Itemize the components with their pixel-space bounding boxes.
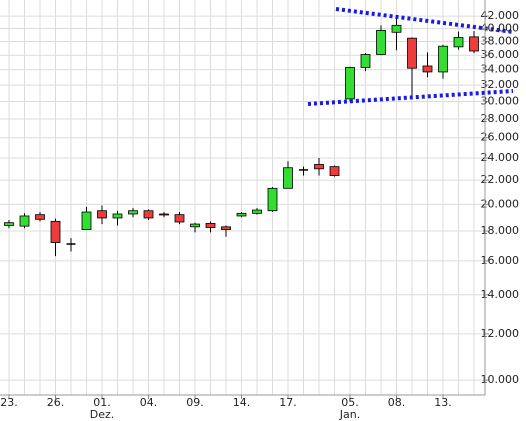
y-tick-label: 38.000 [481, 34, 520, 47]
y-tick-label: 42.000 [481, 9, 520, 22]
candle-body [35, 214, 45, 220]
y-tick-label: 36.000 [481, 48, 520, 61]
x-tick-label: 26. [47, 396, 65, 409]
x-month-label: Jan. [339, 408, 360, 421]
x-tick-label: 09. [186, 396, 204, 409]
candle-body [4, 222, 14, 226]
candles [4, 17, 479, 257]
trend-line-lower [307, 89, 514, 106]
y-tick-label: 26.000 [481, 131, 520, 144]
y-tick-label: 34.000 [481, 63, 520, 76]
x-tick-label: 05. [341, 396, 359, 409]
y-tick-label: 32.000 [481, 78, 520, 91]
candle-body [221, 226, 231, 231]
y-tick-label: 28.000 [481, 112, 520, 125]
y-tick-label: 18.000 [481, 224, 520, 237]
candle-body [345, 67, 355, 100]
x-tick-label: 17. [279, 396, 297, 409]
candle-body [283, 167, 293, 189]
candle-body [97, 210, 107, 219]
y-tick-label: 12.000 [481, 327, 520, 340]
y-tick-label: 22.000 [481, 173, 520, 186]
y-tick-label: 30.000 [481, 94, 520, 107]
x-tick-label: 01. [93, 396, 111, 409]
candle-body [360, 54, 371, 68]
candle-body [128, 210, 138, 215]
candle-body [267, 187, 278, 212]
candle-body [438, 45, 448, 73]
y-tick-label: 20.000 [481, 197, 520, 210]
candle-body [391, 24, 402, 33]
x-tick-label: 08. [388, 396, 406, 409]
candle-body [314, 164, 324, 170]
candle-body [50, 220, 61, 243]
x-tick-label: 14. [233, 396, 251, 409]
candle-body [174, 214, 185, 223]
candle-body [143, 210, 154, 219]
candle-body [469, 36, 479, 52]
y-tick-label: 24.000 [481, 151, 520, 164]
y-tick-label: 10.000 [481, 373, 520, 386]
candle-body [19, 215, 30, 227]
candle-body [159, 213, 169, 216]
x-tick-label: 23. [0, 396, 18, 409]
candle-body [205, 222, 216, 228]
x-month-label: Dez. [90, 408, 115, 421]
y-tick-label: 16.000 [481, 254, 520, 267]
candle-body [112, 213, 123, 219]
candle-body [376, 29, 386, 55]
candle-body [252, 209, 262, 214]
candle-body [190, 223, 200, 228]
candle-body [422, 65, 433, 73]
x-tick-label: 13. [434, 396, 452, 409]
candle-body [81, 211, 92, 231]
grid [0, 0, 485, 395]
candle-body [453, 37, 464, 48]
x-tick-label: 04. [140, 396, 158, 409]
y-tick-label: 14.000 [481, 288, 520, 301]
candle-body [329, 166, 340, 176]
candle-body [236, 212, 247, 217]
candle-body [407, 37, 417, 69]
y-tick-label: 40.000 [481, 21, 520, 34]
